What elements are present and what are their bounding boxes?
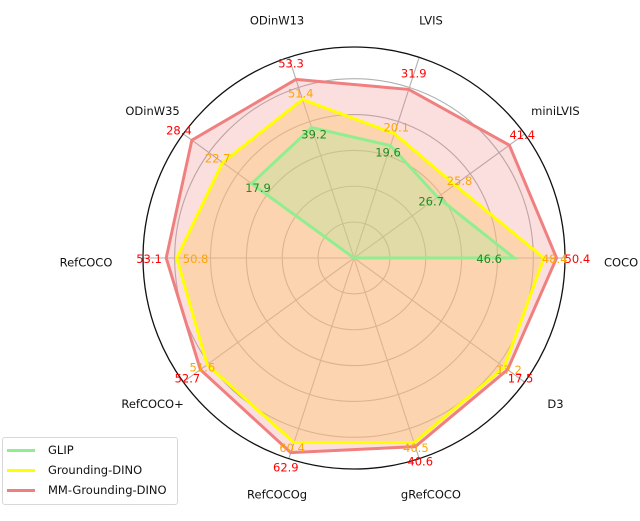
series-glip bbox=[249, 125, 519, 260]
axis-label-refcoco: RefCOCO bbox=[60, 256, 113, 270]
grid-spoke bbox=[353, 257, 526, 383]
legend-swatch-mm-grounding-dino bbox=[7, 488, 35, 492]
value-label: 25.8 bbox=[447, 174, 473, 188]
grid-spoke bbox=[353, 133, 526, 259]
value-label: 53.1 bbox=[136, 252, 162, 266]
value-label: 20.1 bbox=[383, 120, 409, 134]
value-label: 50.8 bbox=[183, 252, 209, 266]
value-label: 46.6 bbox=[476, 252, 502, 266]
value-label: 17.2 bbox=[496, 363, 522, 377]
legend-item-grounding-dino: Grounding-DINO bbox=[7, 461, 142, 479]
grid-spoke bbox=[288, 257, 355, 459]
axis-labels: COCO miniLVIS LVIS ODinW13 ODinW35 RefCOCO Ref… bbox=[60, 14, 639, 502]
value-label: 62.9 bbox=[273, 460, 299, 474]
value-label: 40.6 bbox=[407, 454, 433, 468]
radar-series bbox=[164, 77, 559, 455]
legend-label: Grounding-DINO bbox=[48, 463, 143, 477]
value-label: 26.7 bbox=[418, 194, 444, 208]
outer-circle bbox=[142, 46, 566, 470]
axis-label-lvis: LVIS bbox=[419, 14, 443, 28]
legend-label: MM-Grounding-DINO bbox=[48, 483, 167, 497]
value-label: 53.3 bbox=[278, 57, 304, 71]
value-label: 22.7 bbox=[205, 151, 231, 165]
grid-spoke bbox=[182, 257, 355, 383]
value-label: 50.4 bbox=[565, 252, 591, 266]
value-label: 48.4 bbox=[542, 252, 568, 266]
axis-label-minilvis: miniLVIS bbox=[531, 104, 580, 118]
series-grounding-dino bbox=[175, 97, 546, 445]
legend-swatch-glip bbox=[7, 448, 35, 452]
radar-outer-circle bbox=[142, 46, 566, 470]
legend: GLIP Grounding-DINO MM-Grounding-DINO bbox=[2, 437, 178, 505]
axis-label-odinw13: ODinW13 bbox=[250, 14, 304, 28]
value-label: 17.9 bbox=[245, 181, 271, 195]
axis-label-coco: COCO bbox=[604, 256, 638, 270]
value-label: 51.6 bbox=[190, 361, 216, 375]
legend-swatch-grounding-dino bbox=[7, 468, 35, 472]
value-label: 19.6 bbox=[375, 146, 401, 160]
axis-label-grefcoco: gRefCOCO bbox=[401, 487, 461, 501]
value-label: 28.4 bbox=[166, 123, 192, 137]
value-label: 60.4 bbox=[279, 441, 305, 455]
value-label: 52.7 bbox=[175, 372, 201, 386]
grid-spoke bbox=[353, 257, 420, 459]
axis-label-odinw35: ODinW35 bbox=[125, 104, 179, 118]
value-labels: 46.6 26.7 19.6 39.2 17.9 48.4 25.8 20.1 51.4 22.7… bbox=[136, 57, 590, 475]
value-label: 51.4 bbox=[288, 86, 314, 100]
axis-label-d3: D3 bbox=[547, 397, 563, 411]
axis-label-refcocog: RefCOCOg bbox=[247, 487, 307, 501]
axis-label-refcoco-: RefCOCO+ bbox=[121, 397, 183, 411]
value-label: 41.4 bbox=[509, 128, 535, 142]
value-label: 39.2 bbox=[301, 128, 327, 142]
value-label: 40.5 bbox=[403, 441, 429, 455]
legend-item-mm-grounding-dino: MM-Grounding-DINO bbox=[7, 481, 167, 499]
value-label: 31.9 bbox=[401, 67, 427, 81]
legend-item-glip: GLIP bbox=[7, 441, 74, 459]
grid-spoke bbox=[288, 57, 355, 259]
value-label: 17.5 bbox=[508, 372, 534, 386]
legend-label: GLIP bbox=[48, 443, 74, 457]
